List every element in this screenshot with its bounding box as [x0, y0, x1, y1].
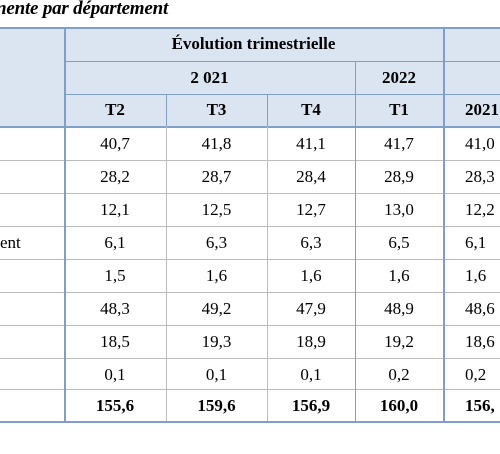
row-label [0, 326, 64, 358]
table-cell: 41,8 [201, 134, 232, 153]
table-cell: 18,6 [465, 332, 495, 351]
table-cell: 0,1 [300, 365, 322, 384]
table-cell: 41,7 [384, 134, 414, 153]
table-cell: 19,3 [201, 332, 232, 351]
table-cell: 1,6 [388, 266, 410, 285]
row-label [0, 390, 64, 422]
header-quarter-t2: T2 [64, 94, 166, 126]
table-cell: 48,3 [100, 299, 130, 318]
row-label [0, 128, 64, 160]
total-cell: 160,0 [379, 396, 419, 415]
table-cell: 1,6 [465, 266, 487, 285]
table-cell: 19,2 [384, 332, 414, 351]
header-group: Évolution trimestrielle [64, 27, 443, 61]
table-cell: 0,2 [388, 365, 410, 384]
table-cell: 28,3 [465, 167, 495, 186]
row-label: ent [0, 233, 21, 252]
table-cell: 13,0 [384, 200, 414, 219]
table-cell: 6,5 [388, 233, 410, 252]
table-cell: 12,2 [465, 200, 495, 219]
row-label [0, 161, 64, 193]
header-quarter-t3: T3 [166, 94, 267, 126]
table-cell: 41,0 [465, 134, 495, 153]
data-table: Évolution trimestrielle 2 021 2022 T2 T3… [0, 27, 500, 423]
table-cell: 0,1 [104, 365, 126, 384]
table-caption: nente par département [0, 0, 169, 19]
table-cell: 41,1 [296, 134, 326, 153]
header-quarter-2021: 2021 [443, 94, 500, 126]
table-cell: 1,6 [300, 266, 322, 285]
total-cell: 159,6 [197, 396, 236, 415]
table-cell: 28,2 [100, 167, 130, 186]
table-cell: 12,5 [201, 200, 232, 219]
table-cell: 48,6 [465, 299, 495, 318]
total-cell: 156,9 [291, 396, 331, 415]
table-cell: 1,5 [104, 266, 126, 285]
table-cell: 28,4 [296, 167, 326, 186]
table-cell: 0,1 [205, 365, 228, 384]
table-cell: 6,1 [465, 233, 487, 252]
table-cell: 40,7 [100, 134, 130, 153]
header-year-2021: 2 021 [64, 61, 355, 94]
row-label [0, 359, 64, 391]
table-cell: 18,5 [100, 332, 130, 351]
header-year-2022: 2022 [355, 61, 443, 94]
table-cell: 6,3 [300, 233, 322, 252]
table-cell: 47,9 [296, 299, 326, 318]
total-cell: 155,6 [95, 396, 135, 415]
row-label [0, 260, 64, 292]
table-cell: 6,1 [104, 233, 126, 252]
table-cell: 12,1 [100, 200, 130, 219]
table-cell: 1,6 [205, 266, 228, 285]
table-cell: 0,2 [465, 365, 487, 384]
header-stub [0, 27, 64, 126]
row-label [0, 194, 64, 226]
table-cell: 12,7 [296, 200, 326, 219]
total-cell: 156, [465, 396, 495, 415]
table-cell: 48,9 [384, 299, 414, 318]
table-cell: 18,9 [296, 332, 326, 351]
table-cell: 28,9 [384, 167, 414, 186]
row-label [0, 293, 64, 325]
header-quarter-t4: T4 [267, 94, 355, 126]
table-cell: 28,7 [201, 167, 232, 186]
table-cell: 6,3 [205, 233, 228, 252]
table-cell: 49,2 [201, 299, 232, 318]
header-extra [443, 27, 500, 94]
header-quarter-t1: T1 [355, 94, 443, 126]
